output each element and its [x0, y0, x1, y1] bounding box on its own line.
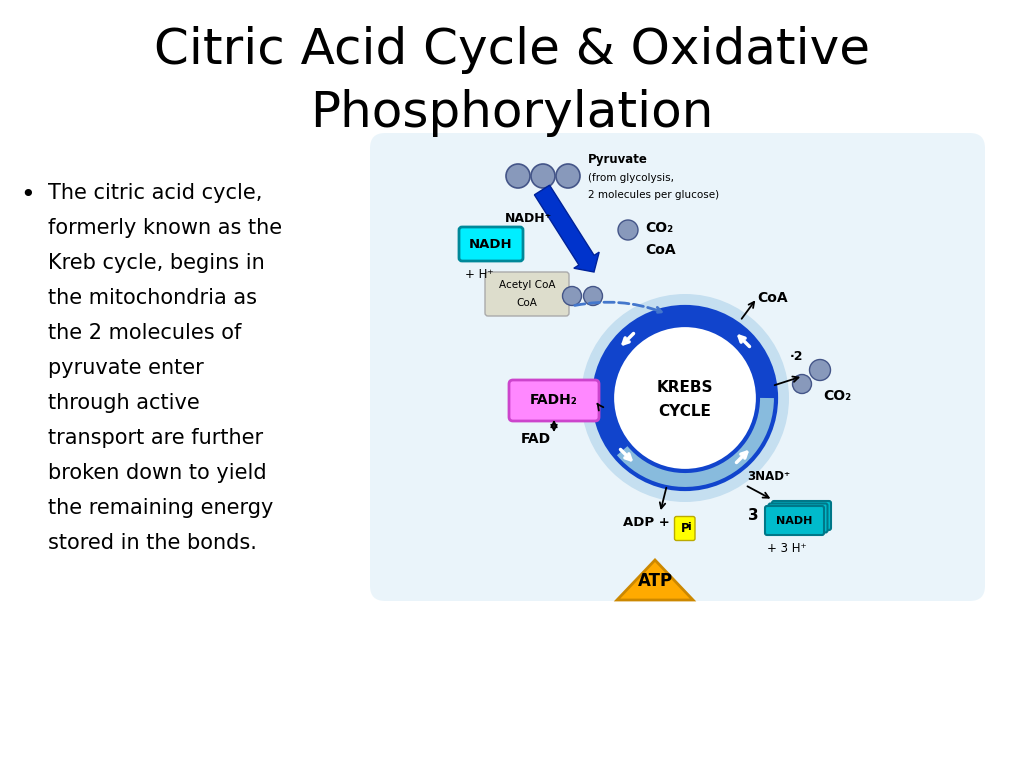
Text: 3: 3 [748, 508, 759, 524]
Text: Acetyl CoA: Acetyl CoA [499, 280, 555, 290]
Text: NADH: NADH [469, 237, 513, 250]
Text: ATP: ATP [637, 572, 673, 590]
Circle shape [613, 326, 757, 470]
FancyBboxPatch shape [765, 506, 824, 535]
Text: P: P [681, 522, 689, 535]
Text: formerly known as the: formerly known as the [48, 218, 283, 238]
Text: CO₂: CO₂ [645, 221, 673, 235]
Text: transport are further: transport are further [48, 428, 263, 448]
FancyBboxPatch shape [675, 517, 695, 541]
Text: CoA: CoA [645, 243, 676, 257]
FancyBboxPatch shape [509, 380, 599, 421]
Text: CoA: CoA [757, 291, 787, 305]
Ellipse shape [562, 286, 582, 306]
Ellipse shape [531, 164, 555, 188]
Text: broken down to yield: broken down to yield [48, 463, 266, 483]
Text: the 2 molecules of: the 2 molecules of [48, 323, 242, 343]
Text: i: i [687, 522, 691, 532]
Text: stored in the bonds.: stored in the bonds. [48, 533, 257, 553]
Text: the remaining energy: the remaining energy [48, 498, 273, 518]
Circle shape [581, 294, 790, 502]
Text: CoA: CoA [516, 298, 538, 308]
FancyBboxPatch shape [768, 504, 827, 532]
Text: FAD: FAD [521, 432, 551, 446]
Ellipse shape [556, 164, 580, 188]
FancyBboxPatch shape [459, 227, 523, 261]
Ellipse shape [793, 375, 811, 393]
Text: NADH: NADH [776, 516, 813, 526]
Text: + 3 H⁺: + 3 H⁺ [767, 541, 807, 554]
Text: pyruvate enter: pyruvate enter [48, 358, 204, 378]
FancyBboxPatch shape [370, 133, 985, 601]
Text: Kreb cycle, begins in: Kreb cycle, begins in [48, 253, 265, 273]
Text: •: • [20, 183, 36, 207]
Text: The citric acid cycle,: The citric acid cycle, [48, 183, 262, 203]
Text: the mitochondria as: the mitochondria as [48, 288, 257, 308]
Polygon shape [617, 560, 693, 600]
Text: KREBS: KREBS [656, 380, 714, 396]
Text: CO₂: CO₂ [823, 389, 851, 403]
Text: ADP + P: ADP + P [623, 517, 684, 529]
Text: NADH⁺: NADH⁺ [505, 211, 552, 224]
Text: 3NAD⁺: 3NAD⁺ [746, 469, 791, 482]
Ellipse shape [618, 220, 638, 240]
FancyBboxPatch shape [772, 501, 831, 530]
Ellipse shape [810, 359, 830, 380]
Ellipse shape [584, 286, 602, 306]
Text: Citric Acid Cycle & Oxidative: Citric Acid Cycle & Oxidative [154, 26, 870, 74]
Text: 2 molecules per glucose): 2 molecules per glucose) [588, 190, 719, 200]
Text: FADH₂: FADH₂ [530, 393, 578, 408]
Text: Phosphorylation: Phosphorylation [310, 89, 714, 137]
FancyBboxPatch shape [485, 272, 569, 316]
Text: (from glycolysis,: (from glycolysis, [588, 173, 674, 183]
Ellipse shape [506, 164, 530, 188]
FancyArrow shape [535, 185, 599, 272]
Text: through active: through active [48, 393, 200, 413]
Text: CYCLE: CYCLE [658, 405, 712, 419]
Text: Pyruvate: Pyruvate [588, 154, 648, 167]
Text: ·2: ·2 [790, 349, 804, 362]
Text: + H⁺: + H⁺ [465, 269, 494, 282]
